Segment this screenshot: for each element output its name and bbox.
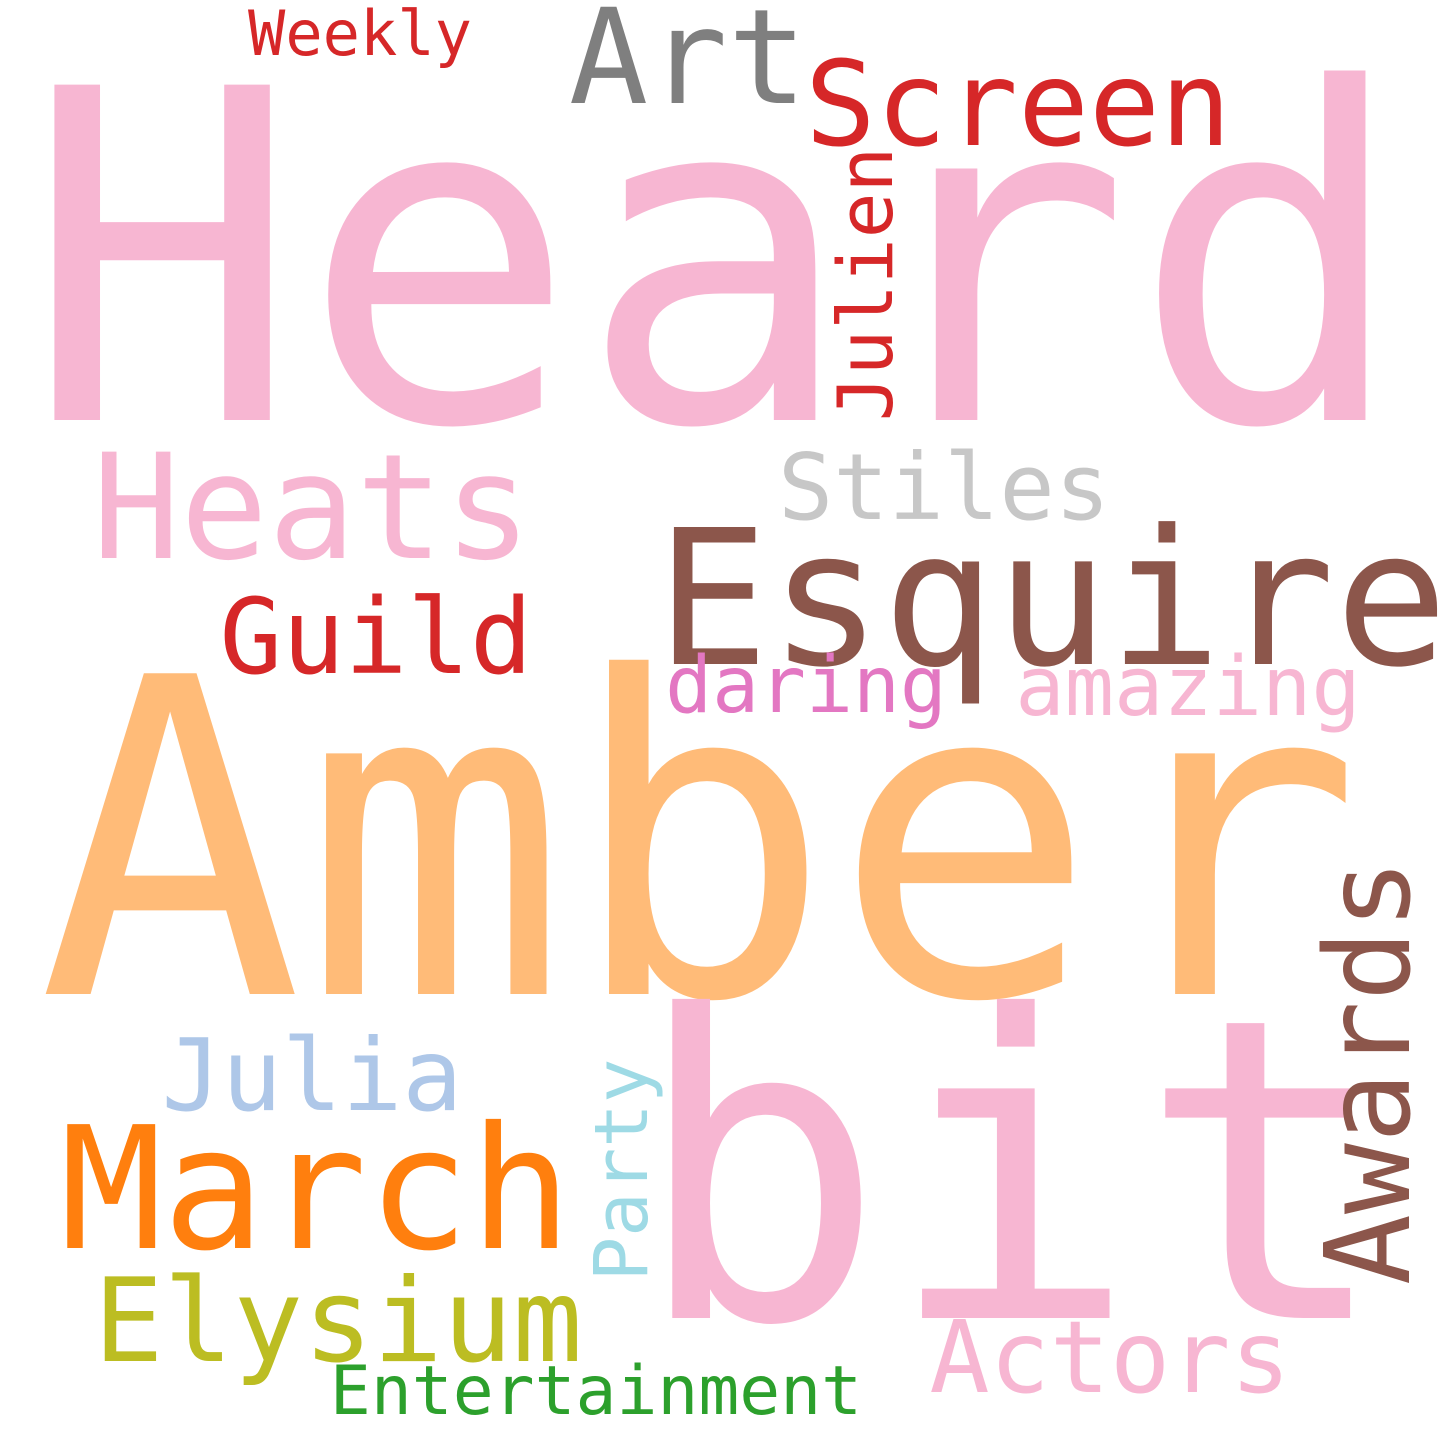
word-stiles: Stiles <box>777 434 1111 541</box>
word-march: March <box>60 1091 572 1289</box>
word-weekly: Weekly <box>248 0 472 70</box>
word-amber: Amber <box>37 586 1363 1098</box>
word-heats: Heats <box>92 423 532 593</box>
word-actors: Actors <box>929 1299 1291 1416</box>
word-heard: Heard <box>23 0 1409 529</box>
word-esquire: Esquire <box>655 490 1440 709</box>
word-guild: Guild <box>219 576 533 698</box>
word-julia: Julia <box>161 1017 463 1134</box>
word-screen: Screen <box>804 35 1232 173</box>
word-amazing: amazing <box>1015 640 1361 735</box>
word-art: Art <box>568 0 808 135</box>
word-bit: bit <box>632 929 1392 1418</box>
word-elysium: Elysium <box>93 1254 583 1389</box>
word-julien: Julien <box>821 146 910 422</box>
word-entertainment: Entertainment <box>329 1352 863 1431</box>
word-daring: daring <box>665 641 947 731</box>
word-awards: Awards <box>1299 858 1437 1286</box>
word-party: Party <box>579 1058 665 1282</box>
